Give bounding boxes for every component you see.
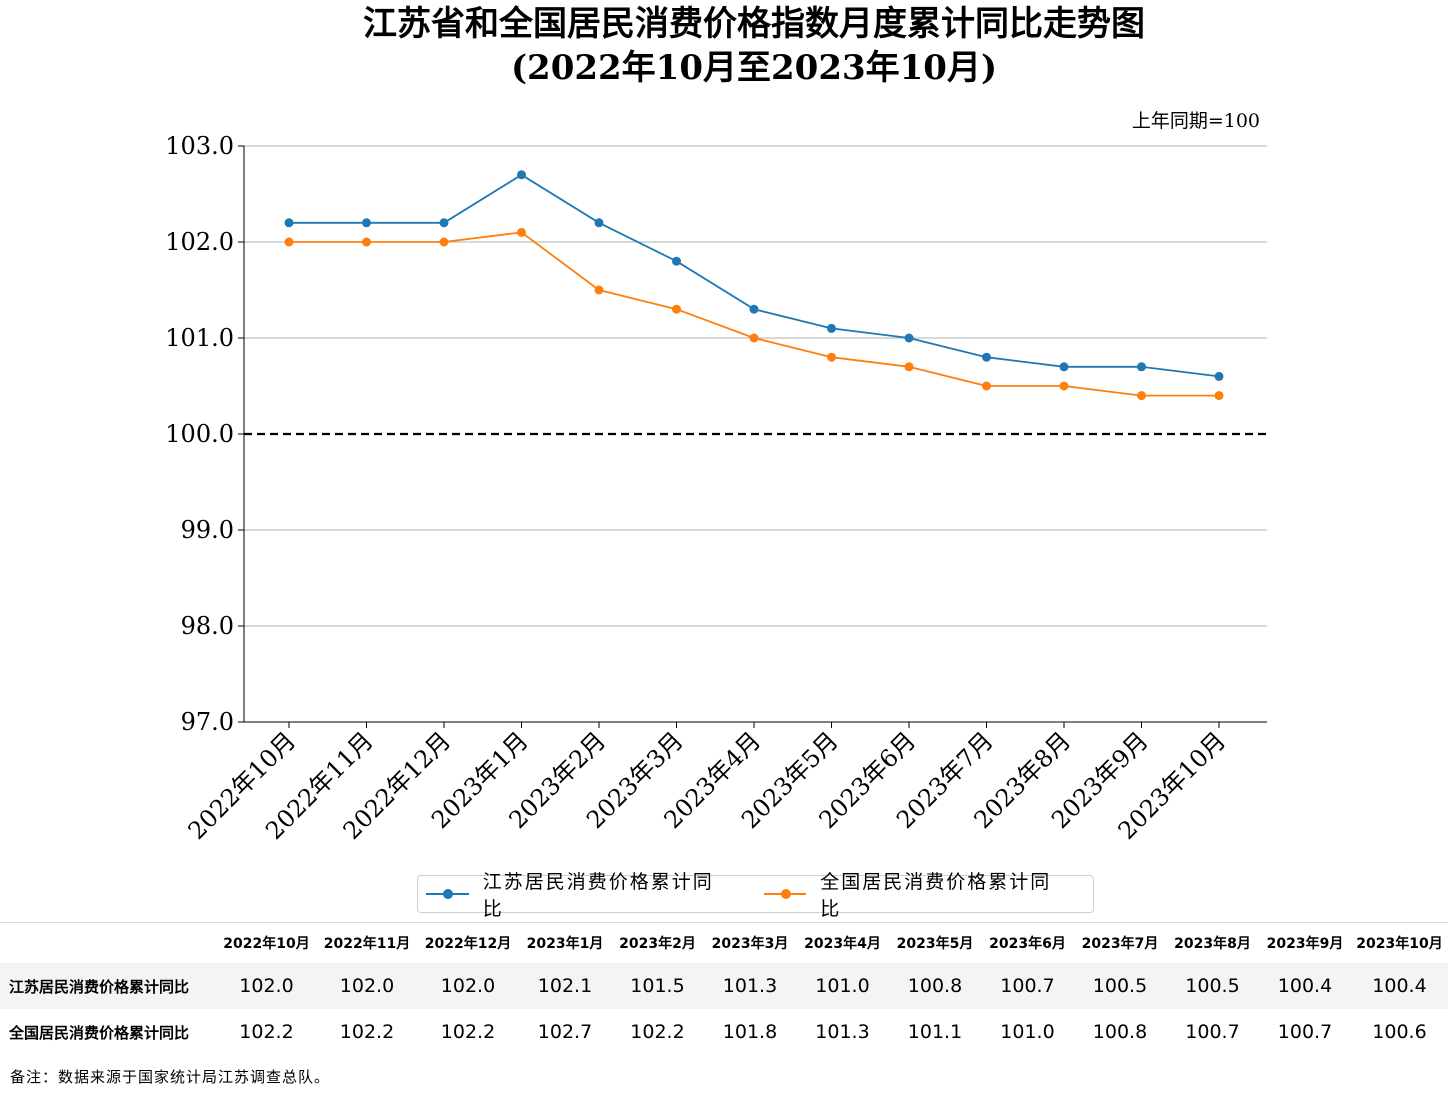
table-header: 2022年12月 (417, 922, 519, 963)
legend-label-national: 全国居民消费价格累计同比 (820, 871, 1052, 920)
legend-marker-national (763, 889, 807, 899)
data-point (749, 333, 759, 343)
table-cell: 101.0 (796, 963, 889, 1009)
data-point (904, 333, 914, 343)
table-header: 2022年10月 (216, 922, 317, 963)
data-point (1214, 391, 1224, 401)
table-cell: 100.5 (1074, 963, 1166, 1009)
table-cell: 101.5 (611, 963, 704, 1009)
data-point (749, 304, 759, 314)
data-point (362, 218, 371, 228)
table-header: 2023年9月 (1259, 922, 1351, 963)
legend-marker-jiangsu (426, 889, 469, 899)
table-header: 2023年3月 (704, 922, 796, 963)
legend-item-national: 全国居民消费价格累计同比 (763, 867, 1066, 921)
series-line-0 (289, 173, 1220, 378)
table-header: 2022年11月 (317, 922, 417, 963)
table-header: 2023年10月 (1351, 922, 1448, 963)
data-point (1059, 381, 1069, 391)
table-cell: 102.7 (519, 1009, 611, 1055)
table-header-row: 2022年10月 2022年11月 2022年12月 2023年1月 2023年… (0, 922, 1448, 963)
table-cell: 102.1 (519, 963, 611, 1009)
y-tick-label: 103.0 (165, 132, 234, 160)
y-tick-label: 99.0 (181, 516, 234, 544)
data-point (672, 304, 681, 314)
unit-note: 上年同期=100 (1131, 110, 1260, 132)
table-header: 2023年5月 (889, 922, 981, 963)
footnote: 备注：数据来源于国家统计局江苏调查总队。 (10, 1068, 331, 1086)
table-cell: 102.2 (611, 1009, 704, 1055)
data-point (517, 170, 526, 180)
data-table: 2022年10月 2022年11月 2022年12月 2023年1月 2023年… (0, 922, 1448, 1055)
table-cell: 101.3 (704, 963, 796, 1009)
data-point (827, 323, 836, 333)
data-point (439, 237, 449, 247)
table-row: 江苏居民消费价格累计同比 102.0 102.0 102.0 102.1 101… (0, 963, 1448, 1009)
data-point (982, 381, 991, 391)
legend-item-jiangsu: 江苏居民消费价格累计同比 (426, 867, 728, 921)
y-tick-label: 98.0 (181, 612, 234, 640)
data-point (284, 237, 294, 247)
chart-legend: 江苏居民消费价格累计同比 全国居民消费价格累计同比 (417, 871, 1094, 920)
line-chart: 97.098.099.0100.0101.0102.0103.02022年10月… (165, 132, 1267, 845)
y-tick-label: 100.0 (165, 420, 234, 448)
data-point (1137, 362, 1146, 372)
table-cell: 100.8 (889, 963, 981, 1009)
table-cell: 100.7 (1166, 1009, 1259, 1055)
data-point (284, 218, 294, 228)
data-point (1059, 362, 1069, 372)
table-cell: 100.6 (1351, 1009, 1448, 1055)
table-header: 2023年6月 (981, 922, 1074, 963)
y-tick-label: 102.0 (165, 228, 234, 256)
table-cell: 102.2 (317, 1009, 417, 1055)
data-point (1137, 391, 1146, 401)
table-cell: 100.8 (1074, 1009, 1166, 1055)
table-cell: 101.8 (704, 1009, 796, 1055)
data-point (362, 237, 371, 247)
table-corner (0, 922, 216, 963)
table-cell: 101.3 (796, 1009, 889, 1055)
table-cell: 100.5 (1166, 963, 1259, 1009)
table-row-label: 全国居民消费价格累计同比 (0, 1009, 216, 1055)
table-cell: 102.0 (216, 963, 317, 1009)
data-point (982, 352, 991, 362)
data-point (517, 227, 526, 237)
table-header: 2023年7月 (1074, 922, 1166, 963)
table-cell: 102.2 (417, 1009, 519, 1055)
legend-label-jiangsu: 江苏居民消费价格累计同比 (482, 871, 714, 920)
table-cell: 100.4 (1351, 963, 1448, 1009)
table-cell: 101.1 (889, 1009, 981, 1055)
data-point (672, 256, 681, 266)
data-point (827, 352, 836, 362)
series-line-1 (289, 231, 1219, 397)
table-header: 2023年8月 (1166, 922, 1259, 963)
y-tick-label: 97.0 (181, 708, 234, 736)
table-cell: 101.0 (981, 1009, 1074, 1055)
table-row-label: 江苏居民消费价格累计同比 (0, 963, 216, 1009)
table-cell: 100.4 (1259, 963, 1351, 1009)
data-point (904, 362, 914, 372)
table-header: 2023年4月 (796, 922, 889, 963)
table-cell: 100.7 (1259, 1009, 1351, 1055)
data-point (1214, 371, 1224, 381)
chart-title-line2: (2022年10月至2023年10月) (510, 48, 998, 88)
data-point (594, 285, 604, 295)
table-header: 2023年1月 (519, 922, 611, 963)
table-cell: 100.7 (981, 963, 1074, 1009)
table-header: 2023年2月 (611, 922, 704, 963)
table-cell: 102.2 (216, 1009, 317, 1055)
data-point (439, 218, 449, 228)
y-tick-label: 101.0 (165, 324, 234, 352)
table-row: 全国居民消费价格累计同比 102.2 102.2 102.2 102.7 102… (0, 1009, 1448, 1055)
data-point (594, 218, 604, 228)
table-cell: 102.0 (317, 963, 417, 1009)
table-cell: 102.0 (417, 963, 519, 1009)
chart-title-line1: 江苏省和全国居民消费价格指数月度累计同比走势图 (363, 4, 1145, 44)
chart-title: 江苏省和全国居民消费价格指数月度累计同比走势图 (2022年10月至2023年1… (0, 2, 1448, 90)
